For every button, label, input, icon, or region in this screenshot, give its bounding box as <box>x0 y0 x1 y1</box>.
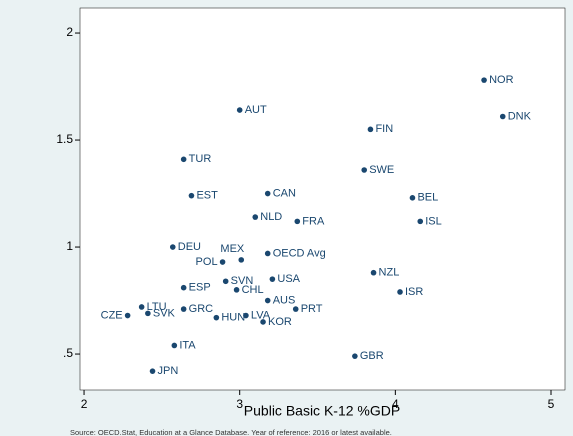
point-label: SWE <box>369 164 394 176</box>
point <box>260 319 266 325</box>
point <box>370 269 377 276</box>
point-label: ESP <box>189 282 211 294</box>
plot-area <box>79 7 566 391</box>
point-label: USA <box>277 273 300 285</box>
point <box>124 312 131 319</box>
point-label: GBR <box>360 350 384 362</box>
point-label: FIN <box>375 123 393 135</box>
point-label: OECD Avg <box>273 247 326 259</box>
point-label: NOR <box>489 74 513 86</box>
point-label: CZE <box>101 309 123 321</box>
point <box>409 195 416 201</box>
point-label: AUT <box>245 104 267 116</box>
point <box>352 353 358 359</box>
point <box>236 107 243 113</box>
point-label: FRA <box>302 215 325 227</box>
point-label: LTU <box>147 301 167 313</box>
point <box>188 192 195 199</box>
point <box>219 259 226 265</box>
x-tick-label: 5 <box>548 397 555 411</box>
point <box>138 304 145 310</box>
point-label: AUS <box>273 294 296 306</box>
x-tick-label: 2 <box>81 397 88 411</box>
point <box>499 113 506 120</box>
point-label: PRT <box>301 303 323 315</box>
point-label: GRC <box>189 303 214 315</box>
point <box>252 214 259 220</box>
point-label: POL <box>196 256 218 268</box>
point-label: SVN <box>231 275 254 287</box>
point-label: LVA <box>251 309 271 321</box>
point <box>180 306 187 312</box>
point-label: MEX <box>220 243 245 255</box>
point <box>238 257 245 263</box>
point-label: DEU <box>178 241 201 253</box>
point <box>264 250 271 257</box>
point-label: SVK <box>153 307 176 319</box>
point-label: BEL <box>417 192 438 204</box>
point <box>171 342 178 349</box>
x-axis-title: Public Basic K-12 %GDP <box>244 403 400 419</box>
point <box>361 167 368 173</box>
point <box>243 312 249 319</box>
point <box>233 287 240 293</box>
point-label: JPN <box>158 365 179 377</box>
y-tick-label: 1.5 <box>56 132 73 146</box>
point-label: EST <box>196 190 218 202</box>
point-label: NZL <box>379 267 400 279</box>
x-tick-label: 3 <box>236 397 243 411</box>
y-tick-label: .5 <box>63 346 73 360</box>
point <box>180 284 187 291</box>
point-label: ITA <box>179 339 196 351</box>
point <box>481 77 487 83</box>
point <box>145 310 151 317</box>
point <box>264 190 271 197</box>
point <box>264 297 271 304</box>
point-label: CHL <box>242 284 264 296</box>
point <box>417 218 424 225</box>
point-label: DNK <box>508 110 532 122</box>
point-label: CAN <box>273 187 296 199</box>
point <box>213 314 220 321</box>
point-label: NLD <box>260 211 282 223</box>
point-label: ISL <box>425 215 442 227</box>
point <box>367 126 374 133</box>
x-tick-label: 4 <box>392 397 399 411</box>
point <box>294 218 301 225</box>
point <box>292 306 299 312</box>
point-label: KOR <box>268 316 292 328</box>
point-label: HUN <box>221 312 245 324</box>
point <box>222 278 229 285</box>
point <box>169 244 176 250</box>
point <box>180 156 187 163</box>
y-tick-label: 1 <box>66 239 73 253</box>
source-note: Source: OECD.Stat, Education at a Glance… <box>70 428 392 436</box>
point-label: TUR <box>189 153 212 165</box>
point <box>149 368 156 374</box>
point <box>269 276 276 282</box>
point <box>397 289 403 295</box>
point-label: ISR <box>405 286 423 298</box>
y-tick-label: 2 <box>66 25 73 39</box>
